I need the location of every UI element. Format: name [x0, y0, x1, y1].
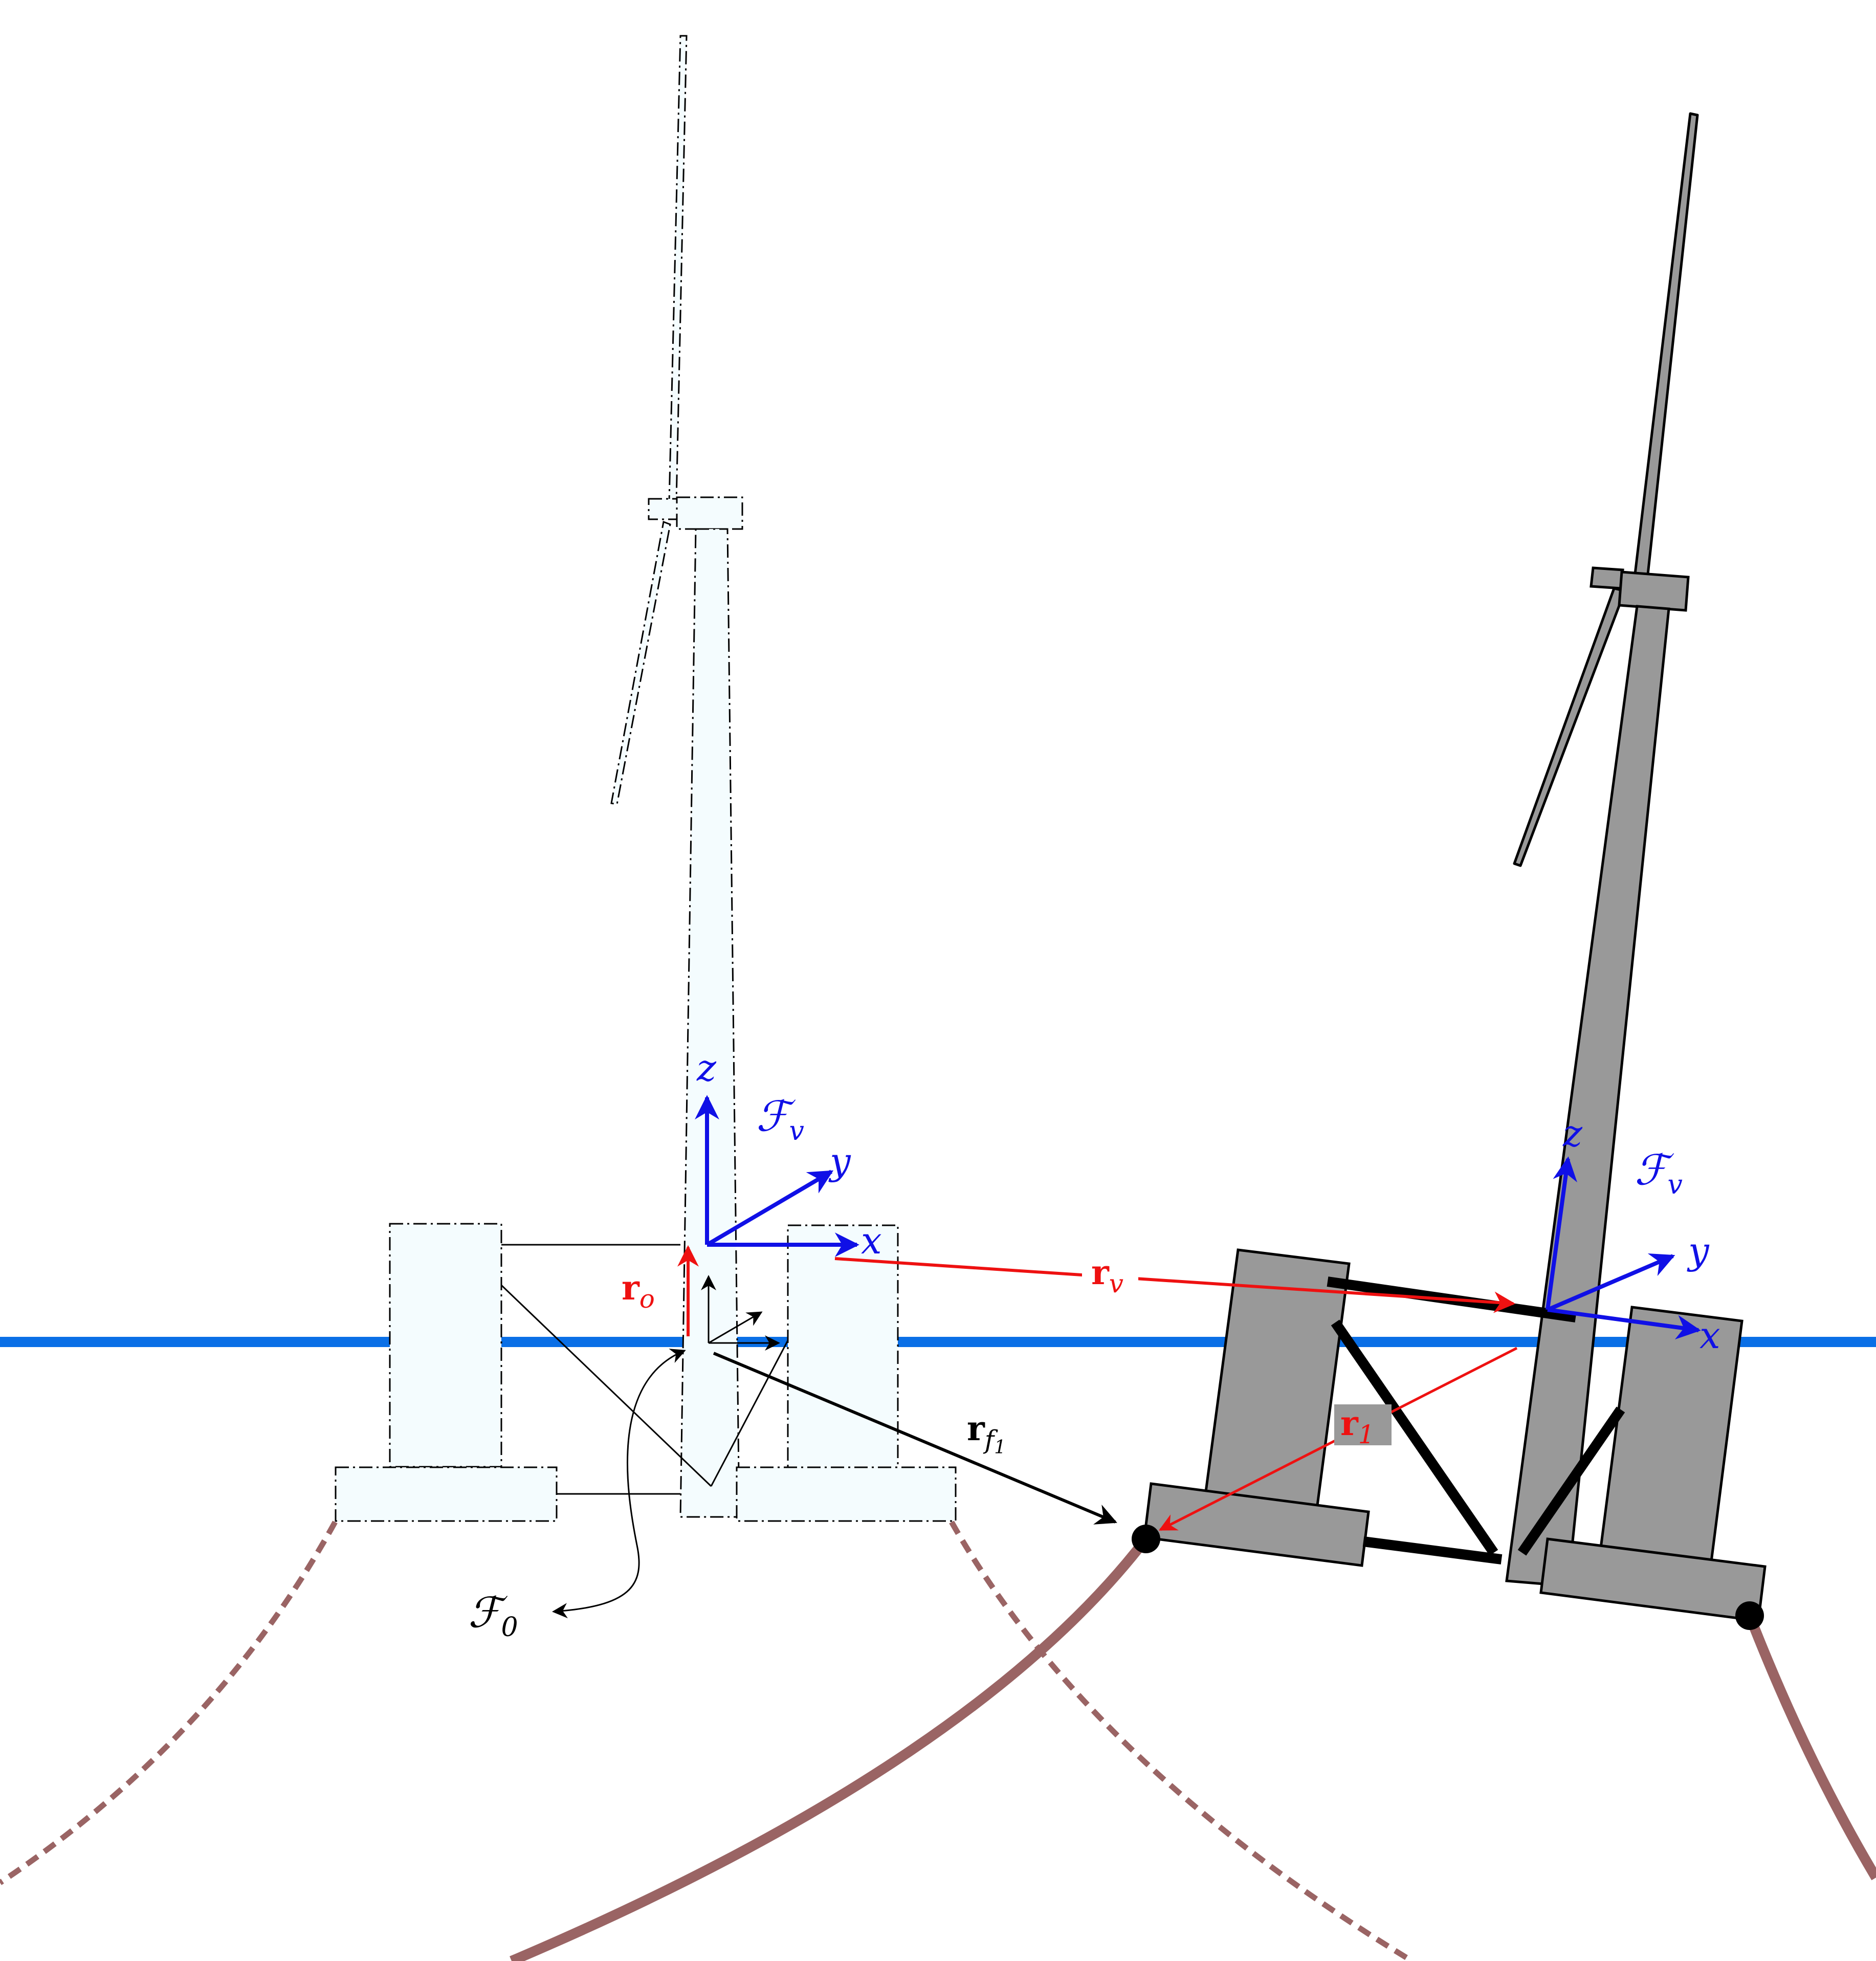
pontoon-right: [1539, 1537, 1767, 1622]
r-1-label-bg: [1334, 1404, 1392, 1445]
displaced-x-axis: [1547, 1308, 1701, 1339]
pontoon-left: [1143, 1482, 1370, 1567]
displaced-z-label: z: [1562, 1112, 1583, 1155]
displaced-frame-label: ℱv: [1635, 1146, 1683, 1200]
ghost-pontoon-right: [736, 1466, 957, 1522]
displaced-x-label: x: [1700, 1314, 1720, 1357]
blade-upper: [1633, 112, 1699, 581]
displaced-z-axis: [1546, 1156, 1577, 1310]
ghost-blade-upper: [668, 35, 688, 502]
reference-turbine-braces: [500, 1244, 789, 1495]
displaced-y-axis: [1547, 1253, 1675, 1312]
r-f1-label: rf1: [967, 1408, 1006, 1458]
ghost-tower: [679, 528, 740, 1518]
inertial-frame-axes: [701, 1275, 780, 1351]
ghost-nacelle: [676, 496, 743, 530]
nacelle: [1618, 570, 1690, 612]
ghost-pontoon-left: [335, 1466, 558, 1522]
fairlead-left: [1132, 1525, 1160, 1553]
inertial-frame-pointer: [552, 1349, 686, 1619]
reference-turbine: [335, 35, 957, 1522]
ghost-frame-label: ℱv: [756, 1092, 804, 1147]
ghost-hub: [648, 498, 679, 520]
inertial-frame-label: ℱ0: [468, 1589, 518, 1643]
fairlead-right: [1735, 1601, 1764, 1630]
ghost-y-axis: [705, 1170, 834, 1247]
ghost-z-label: z: [696, 1046, 717, 1089]
ghost-blade-lower: [610, 520, 671, 805]
displaced-turbine: [1143, 112, 1767, 1622]
ghost-column-left: [389, 1223, 502, 1468]
ghost-x-label: x: [861, 1219, 882, 1262]
mooring-line-left: [510, 1535, 1150, 1961]
ghost-y-label: y: [828, 1140, 851, 1183]
displaced-y-label: y: [1687, 1229, 1710, 1272]
r-v-label: rv: [1091, 1252, 1123, 1298]
r-o-label: ro: [622, 1268, 655, 1314]
r-v-label-bg: [1082, 1256, 1138, 1297]
r-v-vector: [834, 1257, 1516, 1313]
ghost-mooring-left: [0, 1521, 338, 1885]
displaced-frame-axes: [1546, 1156, 1701, 1339]
ghost-mooring-right: [949, 1521, 1414, 1961]
hub: [1590, 566, 1624, 590]
mooring-line-right: [1745, 1614, 1876, 1881]
ghost-frame-axes: [695, 1095, 859, 1257]
r-1-label: r1: [1340, 1403, 1375, 1449]
r-f1-vector: [713, 1352, 1117, 1525]
mooring-lines: [0, 1521, 1876, 1961]
